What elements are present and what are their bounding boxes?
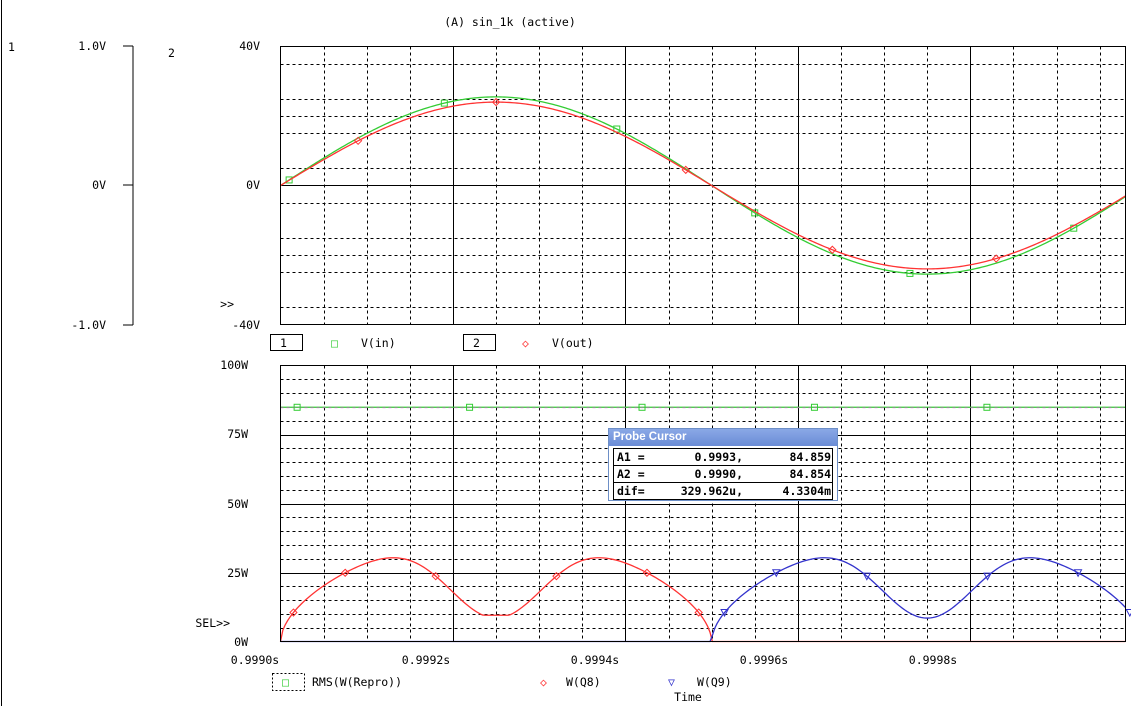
wq9-marker [720, 609, 729, 618]
bottom-plot-grid [280, 365, 1126, 642]
axis-1-tick: 0V [92, 178, 106, 192]
top-plot-series [280, 96, 1126, 277]
legend-index-box[interactable] [270, 334, 303, 351]
probe-cursor-window[interactable]: Probe Cursor A1 = 0.9993, 84.859 A2 = 0.… [608, 428, 838, 501]
legend-wq8-label[interactable]: W(Q8) [566, 675, 601, 689]
legend-diamond-icon: ◇ [540, 675, 547, 689]
x-axis-tick: 0.9992s [402, 653, 450, 667]
legend-vout-label[interactable]: V(out) [552, 336, 594, 350]
probe-row: A2 = 0.9990, 84.854 [614, 466, 832, 483]
legend-diamond-icon: ◇ [522, 336, 529, 350]
plot-title: (A) sin_1k (active) [444, 15, 576, 29]
rms-marker [810, 403, 818, 411]
probe-cursor-title[interactable]: Probe Cursor [609, 429, 837, 446]
x-axis-tick: 0.9990s [231, 653, 279, 667]
wq9-marker [1125, 609, 1131, 618]
sel-marker: SEL>> [195, 616, 230, 630]
axis-1-tick: -1.0V [71, 318, 106, 332]
legend-index: 1 [280, 336, 287, 350]
x-axis-tick: 0.9994s [571, 653, 619, 667]
legend-vin-label[interactable]: V(in) [361, 336, 396, 350]
legend-index-box[interactable] [463, 334, 496, 351]
top-legend: 1 □ V(in) 2 ◇ V(out) [270, 334, 594, 351]
legend-selected-box[interactable] [272, 673, 305, 691]
wq8-marker [552, 571, 561, 581]
vin-marker [285, 176, 293, 184]
bottom-axis-tick: 50W [227, 497, 248, 511]
vout-marker [681, 165, 690, 175]
legend-rms-label[interactable]: RMS(W(Repro)) [312, 675, 402, 689]
x-axis-label: Time [674, 690, 702, 704]
top-axis-1: 1 1.0V 0V -1.0V [8, 39, 134, 332]
probe-row-x: 329.962u, [680, 484, 743, 498]
vout-marker [991, 254, 1001, 263]
wq9-marker [983, 572, 992, 581]
top-plot-frame [280, 46, 1126, 325]
probe-row-label: A1 = [617, 450, 645, 464]
wq8-marker [289, 608, 298, 617]
wq9-marker [862, 572, 872, 581]
bottom-axis-tick: 100W [220, 358, 248, 372]
probe-cursor-table: A1 = 0.9993, 84.859 A2 = 0.9990, 84.854 … [613, 448, 833, 500]
probe-row: dif= 329.962u, 4.3304m [614, 483, 832, 500]
legend-square-icon: □ [331, 336, 338, 350]
bottom-plot-frame [280, 365, 1126, 642]
vin-marker [440, 99, 448, 107]
wq8-marker [431, 571, 440, 581]
x-axis: 0.9990s 0.9992s 0.9994s 0.9996s 0.9998s … [231, 653, 957, 704]
axis-2-tick: 0V [246, 178, 260, 192]
probe-row-label: dif= [617, 484, 645, 498]
legend-square-icon: □ [282, 675, 289, 689]
x-axis-tick: 0.9996s [740, 653, 788, 667]
probe-row: A1 = 0.9993, 84.859 [614, 449, 832, 466]
probe-row-y: 84.859 [789, 450, 831, 464]
rms-marker [293, 403, 301, 411]
vout-trace[interactable] [280, 101, 1126, 270]
wq9-marker [1073, 569, 1083, 578]
axis-1-tick: 1.0V [78, 39, 106, 53]
x-axis-tick: 0.9998s [909, 653, 957, 667]
vout-marker [491, 97, 501, 107]
wq8-marker [340, 568, 350, 577]
axis-2-label: 2 [168, 46, 175, 60]
bottom-axis-tick: 25W [227, 566, 248, 580]
axis-1-label: 1 [8, 40, 15, 54]
probe-row-x: 0.9993, [694, 450, 743, 464]
bottom-axis-tick: 0W [234, 635, 248, 649]
wq8-marker [694, 608, 703, 617]
axis-2-tick: -40V [232, 318, 260, 332]
axis-2-marker: >> [220, 297, 234, 311]
legend-index: 2 [473, 336, 480, 350]
wq8-marker [642, 568, 652, 577]
axis-2-tick: 40V [239, 39, 260, 53]
bottom-axis: 100W 75W 50W 25W 0W SEL>> [195, 358, 248, 649]
legend-wq9-label[interactable]: W(Q9) [697, 675, 732, 689]
vout-marker [353, 136, 363, 146]
bottom-axis-tick: 75W [227, 427, 248, 441]
probe-row-y: 84.854 [789, 467, 831, 481]
bottom-legend: □ RMS(W(Repro)) ◇ W(Q8) ▽ W(Q9) [272, 673, 732, 691]
wq9-marker [771, 569, 781, 578]
top-plot-grid [280, 46, 1126, 325]
rms-marker [983, 403, 991, 411]
probe-row-label: A2 = [617, 467, 645, 481]
rms-marker [466, 403, 474, 411]
probe-row-y: 4.3304m [782, 484, 831, 498]
legend-triangle-icon: ▽ [668, 675, 675, 689]
vin-marker [906, 269, 914, 277]
top-axis-2: 2 40V 0V -40V >> [168, 39, 260, 332]
rms-marker [638, 403, 646, 411]
probe-row-x: 0.9990, [694, 467, 743, 481]
vout-marker [828, 245, 837, 254]
